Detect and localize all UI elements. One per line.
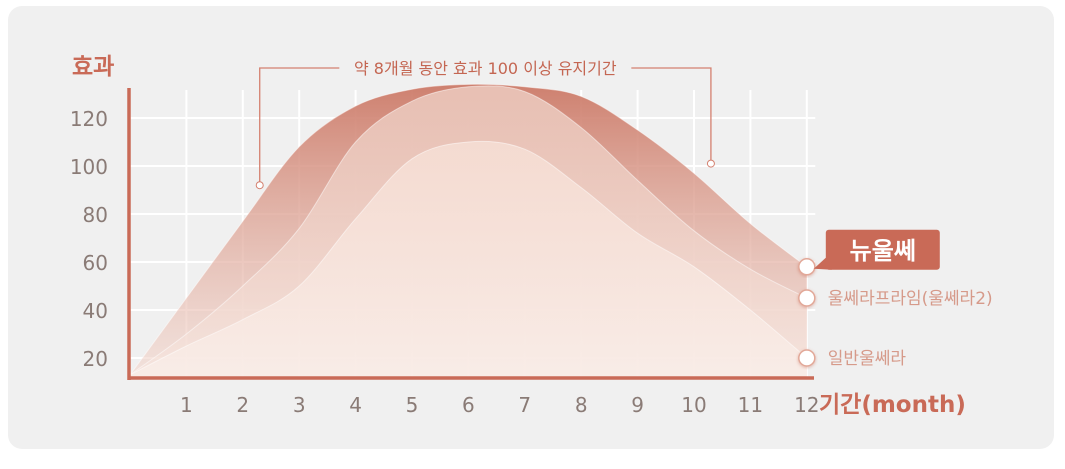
y-tick-label: 20 [83,347,108,371]
series-end-marker [798,349,816,367]
x-tick-label: 4 [349,393,362,417]
x-tick-label: 3 [293,393,306,417]
x-tick-label: 6 [462,393,475,417]
series-line [129,83,808,376]
x-tick-label: 11 [738,393,763,417]
x-axis-title: 기간(month) [819,392,966,418]
series-area [130,141,807,378]
series-areas [129,83,808,379]
x-tick-label: 10 [681,393,706,417]
x-tick-label: 7 [518,393,531,417]
x-tick-label: 9 [631,393,644,417]
series-label: 울쎄라프라임(울쎄라2) [828,289,993,309]
annotation-marker [255,181,264,190]
y-tick-label: 100 [70,155,108,179]
x-tick-label: 1 [180,393,193,417]
x-tick-label: 8 [575,393,588,417]
chart-panel: 20 40 60 80 100 120 1 2 3 4 5 6 7 8 9 10 11 12 효과 기간(month)… [8,6,1054,449]
series-line [129,140,808,376]
y-tick-label: 120 [70,107,108,131]
annotation-label: 약 8개월 동안 효과 100 이상 유지기간 [354,59,617,78]
series-label: 일반울쎄라 [828,349,907,369]
series-end-marker [798,289,816,307]
x-tick-label: 5 [406,393,419,417]
annotation-marker [706,159,715,168]
x-tick-label: 12 [794,393,819,417]
annotation-label-bg [339,52,632,82]
y-tick-label: 80 [83,203,108,227]
y-tick-label: 60 [83,251,108,275]
y-tick-label: 40 [83,299,108,323]
series-line [129,85,808,376]
x-tick-label: 2 [236,393,249,417]
series-end-marker [798,258,816,276]
series-badge [825,229,940,270]
annotation: 약 8개월 동안 효과 100 이상 유지기간 [255,52,715,190]
y-axis-title: 효과 [72,54,114,80]
series-label: 뉴울쎄 [850,237,916,265]
